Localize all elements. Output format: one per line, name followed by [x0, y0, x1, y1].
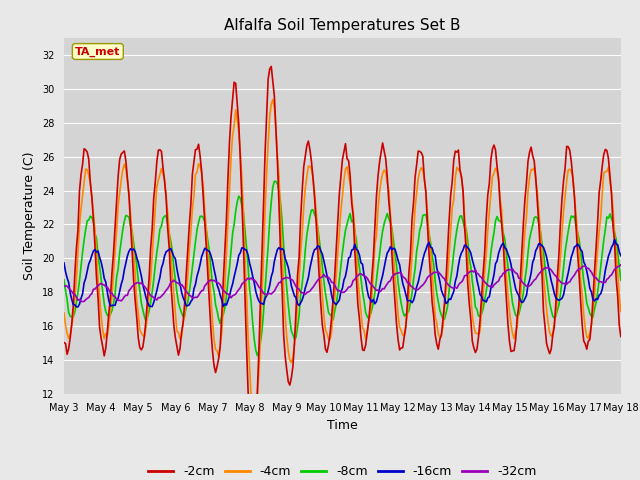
Legend: -2cm, -4cm, -8cm, -16cm, -32cm: -2cm, -4cm, -8cm, -16cm, -32cm [143, 460, 541, 480]
Title: Alfalfa Soil Temperatures Set B: Alfalfa Soil Temperatures Set B [224, 18, 461, 33]
Y-axis label: Soil Temperature (C): Soil Temperature (C) [23, 152, 36, 280]
Text: TA_met: TA_met [75, 47, 120, 57]
X-axis label: Time: Time [327, 419, 358, 432]
